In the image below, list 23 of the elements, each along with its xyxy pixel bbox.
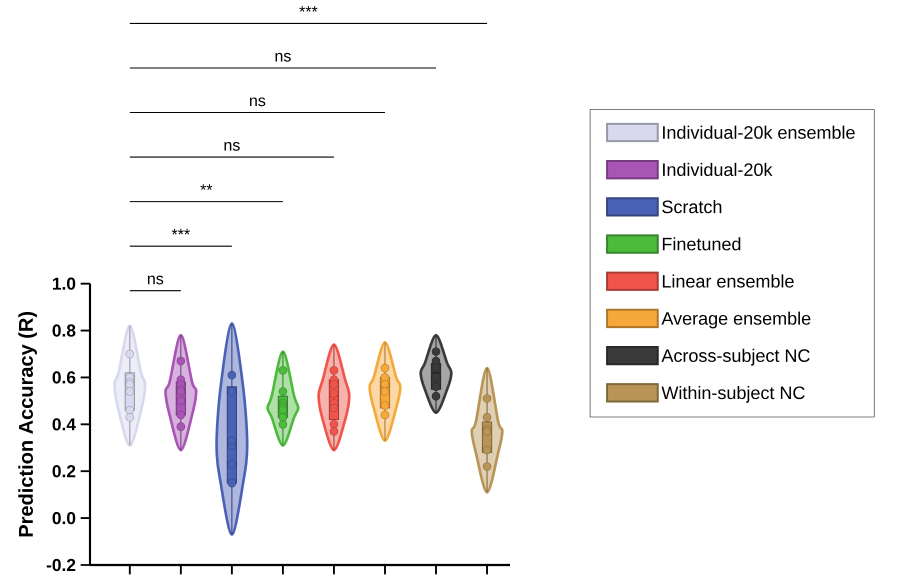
legend-label: Scratch <box>662 200 722 214</box>
y-axis-title: Prediction Accuracy (R) <box>18 312 37 536</box>
legend-label: Average ensemble <box>661 312 810 328</box>
legend-label: Individual-20k <box>663 162 772 176</box>
y-tick-label: 0.4 <box>52 418 76 430</box>
text: *** <box>172 228 190 234</box>
legend-label: Individual-20k ensemble <box>663 126 855 139</box>
y-tick-label: 0.8 <box>52 324 76 337</box>
text: ns <box>224 142 240 151</box>
y-tick-label: 0.6 <box>52 371 76 384</box>
legend-label: Within-subject NC <box>661 386 805 403</box>
y-tick-label: -0.2 <box>46 558 76 572</box>
y-tick-label: 0.2 <box>52 465 76 478</box>
y-tick-label: 1.0 <box>52 278 76 290</box>
legend-label: Finetuned <box>662 237 740 250</box>
text: ns <box>250 97 266 106</box>
text: ** <box>200 184 212 190</box>
text: ns <box>276 52 291 62</box>
legend-label: Linear ensemble <box>662 274 794 288</box>
annotation: ns <box>148 276 164 284</box>
text: *** <box>299 6 318 12</box>
y-tick-label: 0.0 <box>52 512 76 524</box>
legend-label: Across-subject NC <box>661 348 810 366</box>
